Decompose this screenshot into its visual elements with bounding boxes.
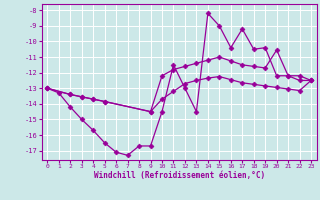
X-axis label: Windchill (Refroidissement éolien,°C): Windchill (Refroidissement éolien,°C) <box>94 171 265 180</box>
